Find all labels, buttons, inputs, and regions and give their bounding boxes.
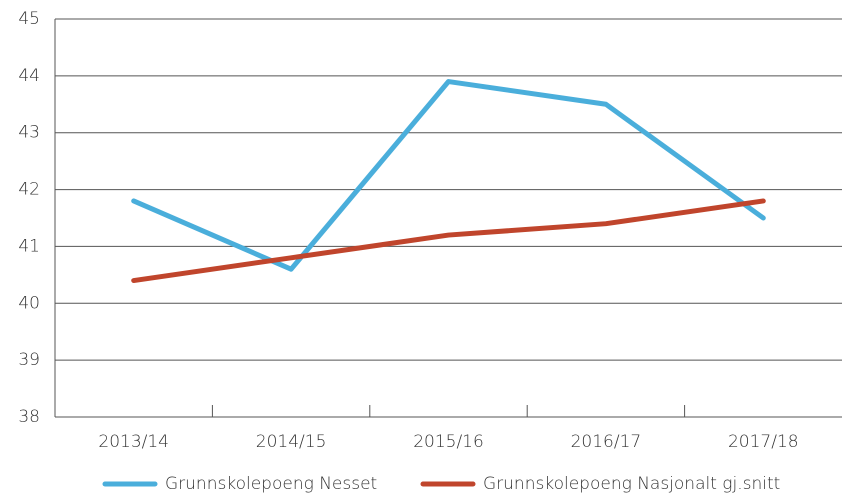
y-tick-label: 45	[18, 9, 40, 29]
legend-label: Grunnskolepoeng Nasjonalt gj.snitt	[483, 474, 780, 493]
y-tick-label: 38	[18, 407, 40, 427]
y-tick-label: 43	[18, 123, 40, 143]
x-tick-label: 2016/17	[571, 432, 642, 452]
series-line	[131, 79, 766, 272]
y-tick-label: 41	[18, 236, 40, 256]
y-tick-label: 42	[18, 180, 40, 200]
x-tick-label: 2017/18	[728, 432, 799, 452]
y-tick-label: 39	[18, 350, 40, 370]
y-tick-label: 40	[18, 293, 40, 313]
x-tick-label: 2013/14	[98, 432, 169, 452]
x-tick-label: 2015/16	[413, 432, 484, 452]
series-line	[131, 198, 766, 284]
legend-label: Grunnskolepoeng Nesset	[165, 474, 377, 493]
y-tick-label: 44	[18, 66, 40, 86]
x-tick-label: 2014/15	[256, 432, 327, 452]
